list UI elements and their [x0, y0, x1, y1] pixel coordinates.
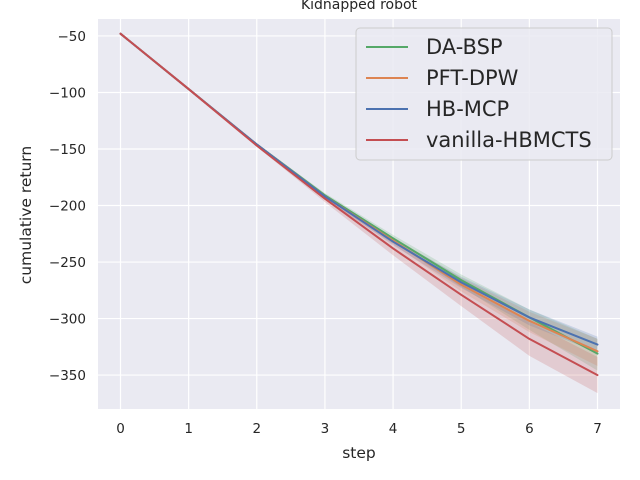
series-lines	[119, 32, 599, 377]
y-tick-label: −350	[49, 368, 86, 384]
y-tick-label: −300	[49, 312, 86, 328]
x-axis-label: step	[342, 444, 376, 462]
pft-dpw-confidence-band	[120, 33, 598, 367]
y-tick-label: −250	[49, 255, 86, 271]
x-tick-label: 7	[593, 421, 602, 437]
x-tick-label: 1	[184, 421, 193, 437]
legend-label-da-bsp: DA-BSP	[426, 35, 503, 59]
x-tick-labels: 0 1 2 3 4 5 6 7	[116, 421, 602, 437]
y-tick-label: −50	[58, 29, 87, 45]
da-bsp-confidence-band	[120, 33, 598, 371]
y-tick-label: −150	[49, 142, 86, 158]
y-tick-label: −100	[49, 85, 86, 101]
x-tick-label: 4	[389, 421, 398, 437]
y-tick-label: −200	[49, 199, 86, 215]
legend-box	[355, 27, 613, 161]
x-tick-label: 3	[321, 421, 330, 437]
confidence-bands	[120, 33, 598, 394]
x-tick-label: 6	[525, 421, 534, 437]
vanilla-hbmcts-line	[119, 32, 599, 377]
legend: DA-BSP PFT-DPW HB-MCP vanilla-HBMCTS	[355, 27, 613, 161]
legend-label-hb-mcp: HB-MCP	[426, 97, 509, 121]
hb-mcp-confidence-band	[120, 33, 598, 353]
chart-title: Kidnapped robot	[301, 0, 418, 13]
x-tick-label: 5	[457, 421, 466, 437]
legend-label-vanilla-hbmcts: vanilla-HBMCTS	[426, 128, 592, 152]
x-tick-label: 0	[116, 421, 125, 437]
x-tick-label: 2	[252, 421, 261, 437]
y-tick-labels: −50 −100 −150 −200 −250 −300 −350	[49, 29, 86, 384]
y-axis-label: cumulative return	[17, 146, 35, 285]
legend-label-pft-dpw: PFT-DPW	[426, 66, 519, 90]
vanilla-hbmcts-confidence-band	[120, 33, 598, 394]
